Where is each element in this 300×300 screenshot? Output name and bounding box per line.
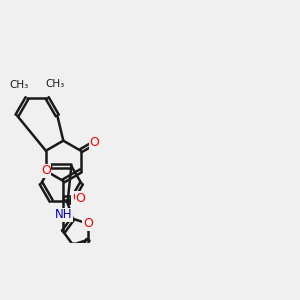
Text: O: O [41, 164, 51, 177]
Text: O: O [72, 191, 82, 204]
Text: O: O [76, 192, 85, 205]
Text: NH: NH [55, 208, 72, 221]
Text: CH₃: CH₃ [45, 79, 64, 89]
Text: O: O [89, 136, 99, 149]
Text: CH₃: CH₃ [10, 80, 29, 90]
Text: O: O [83, 217, 93, 230]
